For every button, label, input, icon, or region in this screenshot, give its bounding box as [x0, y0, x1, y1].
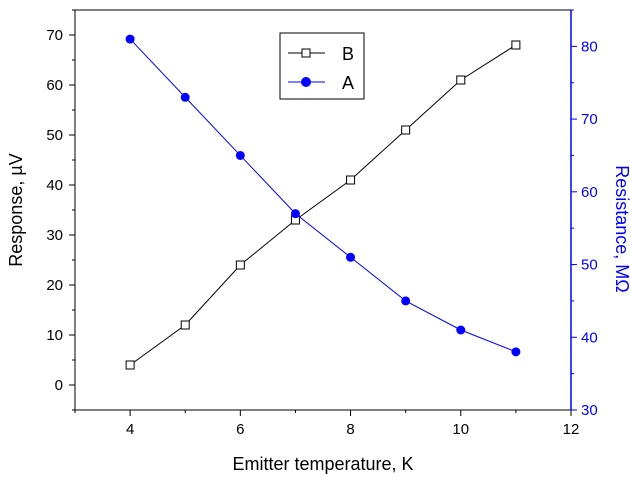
- y-left-tick-label: 70: [46, 27, 63, 44]
- data-point-a: [346, 252, 356, 262]
- legend-box: [279, 32, 365, 100]
- data-point-a: [401, 296, 411, 306]
- data-point-b: [235, 260, 245, 270]
- series-line-b: [129, 44, 517, 366]
- data-point-b: [346, 175, 356, 185]
- axes: 4 6 8 10 12 0 10 20 30 40 50 60 70 30 40 50 60 70 80: [46, 9, 598, 438]
- data-point-b: [401, 125, 411, 135]
- y-left-tick-label: 10: [46, 327, 63, 344]
- data-point-a: [290, 209, 300, 219]
- legend-marker-b: [301, 48, 311, 58]
- legend-label-b: B: [342, 44, 354, 64]
- series-line-a: [129, 38, 517, 353]
- y-right-tick-label: 80: [581, 38, 598, 55]
- y-right-tick-label: 70: [581, 111, 598, 128]
- x-tick-label: 10: [452, 421, 469, 438]
- x-tick-label: 8: [346, 421, 354, 438]
- y-left-tick-label: 40: [46, 177, 63, 194]
- legend-label-a: A: [342, 73, 354, 93]
- data-point-b: [511, 40, 521, 50]
- data-point-a: [125, 34, 135, 44]
- y-left-tick-label: 20: [46, 277, 63, 294]
- y-right-tick-label: 50: [581, 257, 598, 274]
- data-point-a: [456, 325, 466, 335]
- y-axis-left-label: Response, µV: [6, 153, 26, 266]
- data-point-b: [125, 360, 135, 370]
- y-right-tick-label: 30: [581, 402, 598, 419]
- legend-marker-a: [301, 77, 311, 87]
- y-left-tick-label: 0: [55, 377, 63, 394]
- series-layer: [125, 34, 521, 370]
- y-right-tick-label: 60: [581, 184, 598, 201]
- y-right-tick-label: 40: [581, 329, 598, 346]
- x-tick-label: 6: [236, 421, 244, 438]
- data-point-a: [180, 92, 190, 102]
- data-point-a: [235, 150, 245, 160]
- x-tick-label: 4: [126, 421, 134, 438]
- x-axis-label: Emitter temperature, K: [232, 454, 413, 474]
- y-axis-right-label: Resistance, MΩ: [612, 165, 630, 293]
- data-point-b: [456, 75, 466, 85]
- y-left-tick-label: 60: [46, 77, 63, 94]
- legend: B A: [279, 32, 365, 100]
- data-point-a: [511, 347, 521, 357]
- data-point-b: [180, 320, 190, 330]
- y-left-tick-label: 50: [46, 127, 63, 144]
- y-left-tick-label: 30: [46, 227, 63, 244]
- x-tick-label: 12: [563, 421, 580, 438]
